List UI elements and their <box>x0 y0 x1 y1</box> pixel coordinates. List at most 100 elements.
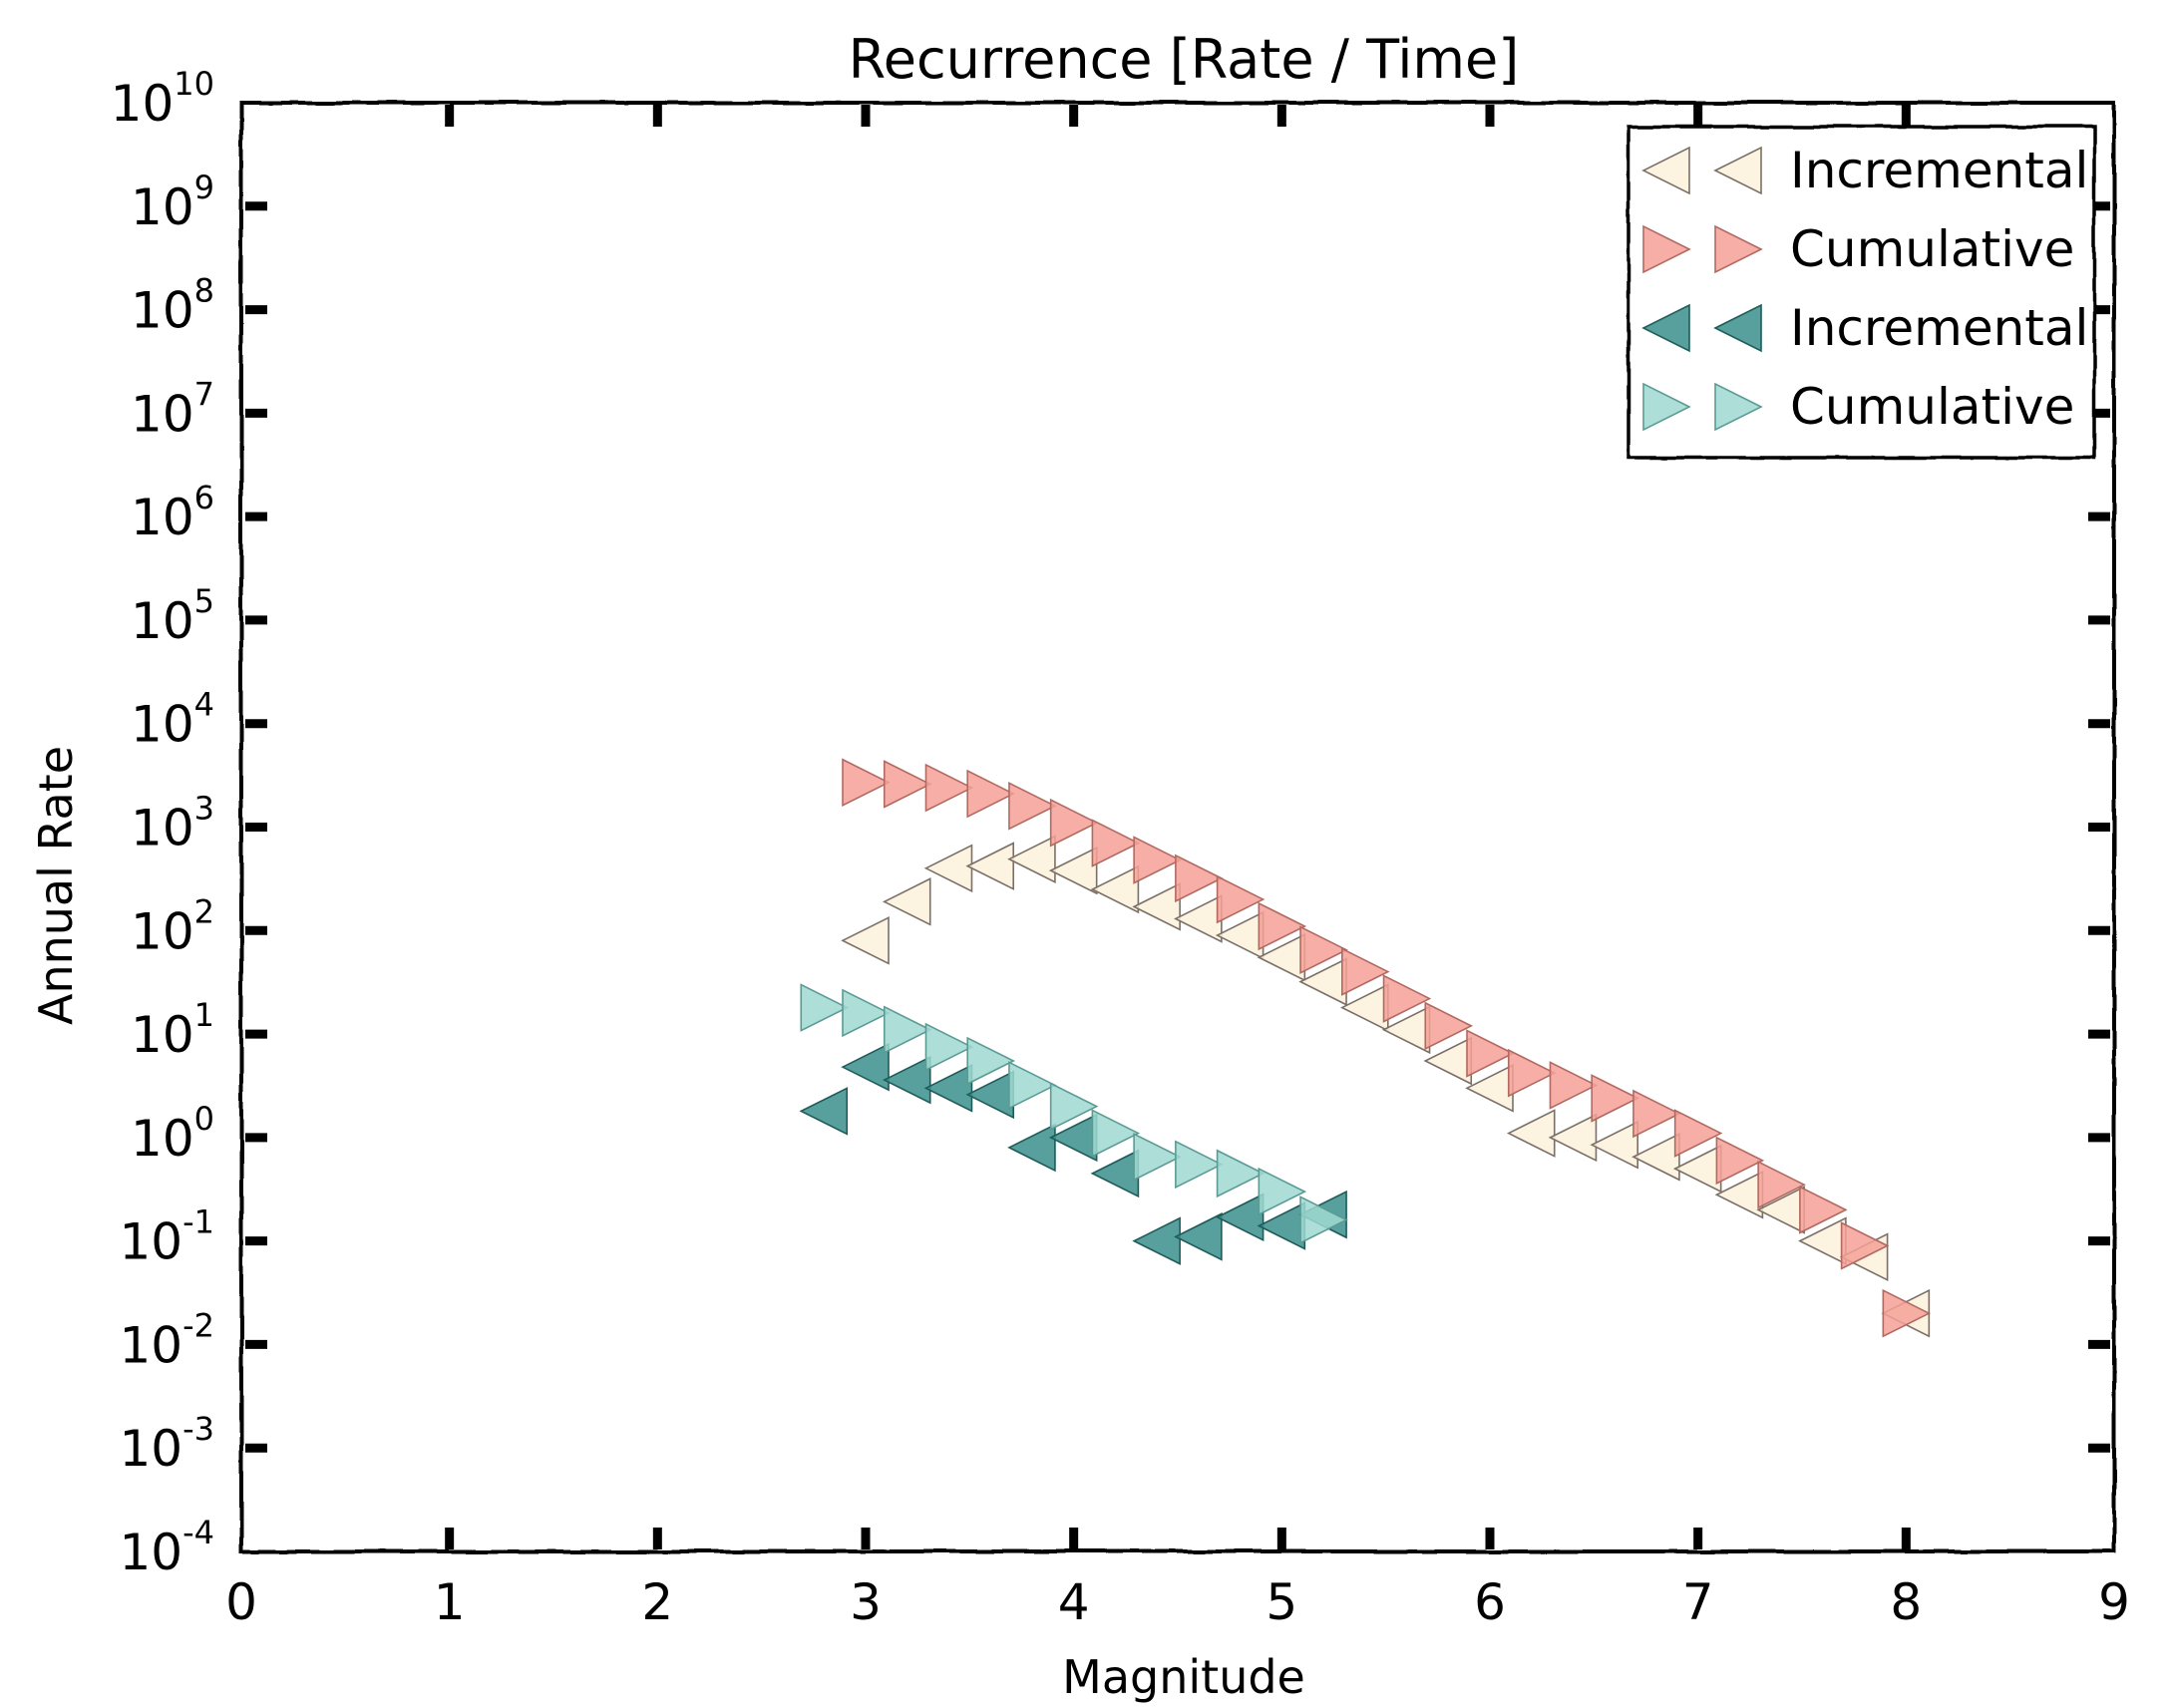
legend-marker <box>1641 146 1690 195</box>
data-point <box>1382 974 1432 1023</box>
legend-marker <box>1713 146 1762 195</box>
data-point <box>1258 1167 1307 1216</box>
x-tick-label: 7 <box>1682 1573 1714 1631</box>
y-tick-label: 10-4 <box>119 1514 214 1581</box>
data-point <box>1133 836 1182 884</box>
legend-label: Incremental <box>1790 299 2088 357</box>
data-point <box>1049 798 1099 848</box>
x-tick-label: 2 <box>641 1573 673 1631</box>
data-point <box>1049 1082 1099 1131</box>
data-point <box>1090 864 1140 914</box>
data-point <box>1216 1149 1266 1198</box>
data-point <box>1132 1216 1181 1265</box>
data-point <box>1840 1221 1890 1270</box>
data-point <box>1174 894 1223 943</box>
data-point <box>1007 835 1056 883</box>
data-point <box>883 760 932 809</box>
x-tick-label: 4 <box>1058 1573 1090 1631</box>
y-axis-title: Annual Rate <box>29 746 83 1025</box>
data-point <box>1258 901 1307 951</box>
data-point <box>1175 854 1224 903</box>
data-point <box>1132 882 1181 931</box>
data-point <box>1507 1048 1557 1098</box>
y-tick-label: 107 <box>131 375 214 443</box>
data-point <box>1090 1149 1140 1198</box>
legend-box <box>1627 125 2096 460</box>
series-layer <box>799 758 1932 1338</box>
x-axis-title: Magnitude <box>1062 1650 1305 1704</box>
chart-title: Recurrence [Rate / Time] <box>849 28 1520 91</box>
data-point <box>1008 782 1057 831</box>
x-tick-label: 8 <box>1890 1573 1922 1631</box>
plot-frame <box>239 101 2116 1553</box>
data-point <box>1549 1061 1599 1110</box>
data-point <box>841 1042 890 1092</box>
y-tick-label: 103 <box>131 790 214 857</box>
y-tick-label: 105 <box>131 582 214 650</box>
axis-ticks <box>245 105 2110 1549</box>
data-point <box>882 877 931 926</box>
x-tick-label: 1 <box>434 1573 466 1631</box>
legend-marker <box>1714 224 1763 274</box>
legend-label: Incremental <box>1790 142 2088 199</box>
y-tick-label: 100 <box>131 1100 214 1168</box>
data-point <box>1216 874 1266 924</box>
y-tick-label: 102 <box>131 892 214 960</box>
data-point <box>1506 1109 1556 1158</box>
data-point <box>1048 846 1098 895</box>
legend-label: Cumulative <box>1790 220 2074 278</box>
data-point <box>842 988 891 1038</box>
x-tick-label: 0 <box>225 1573 257 1631</box>
data-point <box>883 1005 932 1055</box>
legend-entry: Cumulative <box>1642 378 2074 436</box>
data-point <box>1299 925 1348 974</box>
data-point <box>1299 1196 1348 1244</box>
legend-marker <box>1713 303 1762 353</box>
legend-entry: Incremental <box>1641 299 2088 357</box>
x-tick-label: 5 <box>1266 1573 1297 1631</box>
plot-border <box>239 101 2116 1553</box>
series-4 <box>800 983 1348 1244</box>
data-point <box>1133 1132 1182 1182</box>
y-tick-label: 104 <box>131 686 214 754</box>
y-tick-label: 10-1 <box>119 1203 214 1271</box>
data-point <box>924 763 974 813</box>
data-point <box>1673 1109 1723 1158</box>
x-tick-labels: 0 1 2 3 4 5 6 7 8 9 <box>225 1573 2130 1631</box>
data-point <box>965 842 1015 890</box>
y-tick-label: 1010 <box>111 65 214 133</box>
data-point <box>1466 1029 1515 1078</box>
y-tick-label: 108 <box>131 272 214 340</box>
data-point <box>1175 1140 1224 1190</box>
legend-marker <box>1642 382 1691 432</box>
data-point <box>1590 1120 1638 1170</box>
data-point <box>923 1064 973 1113</box>
legend-entry: Incremental <box>1641 142 2088 199</box>
legend-label: Cumulative <box>1790 378 2074 436</box>
x-tick-label: 6 <box>1474 1573 1506 1631</box>
data-point <box>1091 1109 1141 1158</box>
data-point <box>1548 1113 1598 1163</box>
data-point <box>842 758 891 808</box>
x-tick-label: 3 <box>850 1573 882 1631</box>
data-point <box>923 844 973 893</box>
y-tick-label: 109 <box>131 169 214 236</box>
data-point <box>882 1055 931 1105</box>
data-point <box>1631 1132 1680 1182</box>
data-point <box>799 1087 849 1136</box>
data-point <box>1799 1186 1848 1234</box>
data-point <box>924 1022 974 1072</box>
data-point <box>1715 1136 1765 1186</box>
y-tick-labels: 10-4 10-3 10-2 10-1 100 101 102 103 104 105 106 107… <box>111 65 214 1581</box>
data-point <box>1882 1288 1932 1338</box>
data-point <box>966 769 1015 819</box>
data-point <box>1215 1193 1265 1242</box>
data-point <box>1008 1061 1057 1110</box>
data-point <box>966 1036 1015 1086</box>
series-3 <box>799 1042 1347 1265</box>
data-point <box>841 916 890 965</box>
legend-marker <box>1714 382 1763 432</box>
y-tick-label: 101 <box>131 996 214 1064</box>
legend: Incremental Cumulative Incremental Cumulati… <box>1627 125 2096 460</box>
